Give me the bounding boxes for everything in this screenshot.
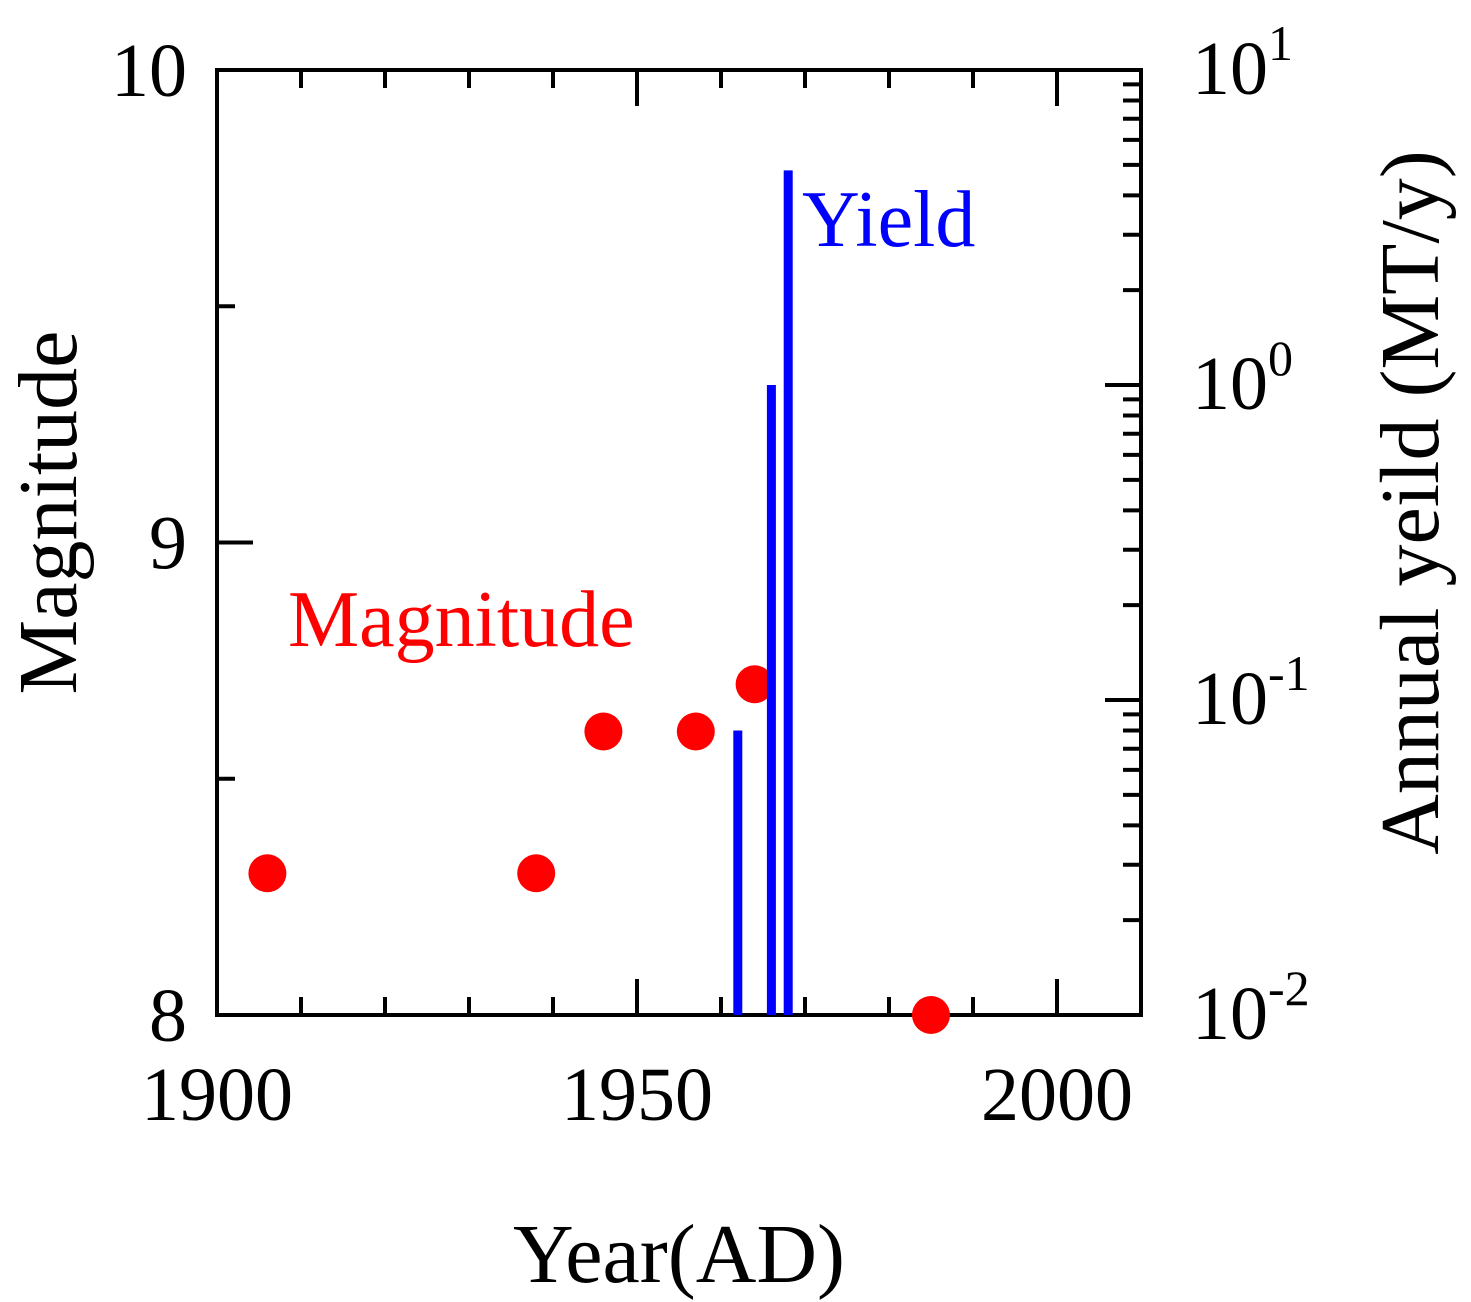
x-tick-label: 2000: [981, 1053, 1133, 1137]
magnitude-point: [248, 854, 287, 893]
yield-series-label: Yield: [802, 176, 975, 264]
x-tick-label: 1900: [141, 1053, 293, 1137]
series: [248, 170, 950, 1034]
magnitude-point: [584, 712, 623, 751]
y-left-tick-label: 9: [149, 502, 187, 586]
x-axis-title: Year(AD): [513, 1208, 845, 1301]
plot-frame: [215, 68, 1143, 1017]
magnitude-point: [517, 854, 556, 893]
x-tick-label: 1950: [561, 1053, 713, 1137]
axes: [215, 68, 1143, 1017]
y-right-tick-label: 101: [1192, 15, 1293, 111]
magnitude-point: [676, 712, 715, 751]
magnitude-point: [912, 996, 950, 1034]
y-right-tick-label: 100: [1192, 330, 1293, 426]
y-left-tick-label: 8: [149, 974, 187, 1058]
magnitude-point: [735, 665, 774, 704]
y-left-tick-label: 10: [111, 29, 187, 113]
magnitude-series-label: Magnitude: [288, 576, 635, 664]
y-left-axis-title: Magnitude: [2, 331, 95, 695]
y-right-axis-title: Annual yeild (MT/y): [1364, 150, 1457, 855]
y-right-tick-label: 10-1: [1192, 645, 1310, 741]
y-right-tick-label: 10-2: [1192, 960, 1310, 1056]
labels: 1900 1950 2000 8 9 10 10-2 10-1 100 101 Year(AD) Ma…: [2, 15, 1457, 1301]
